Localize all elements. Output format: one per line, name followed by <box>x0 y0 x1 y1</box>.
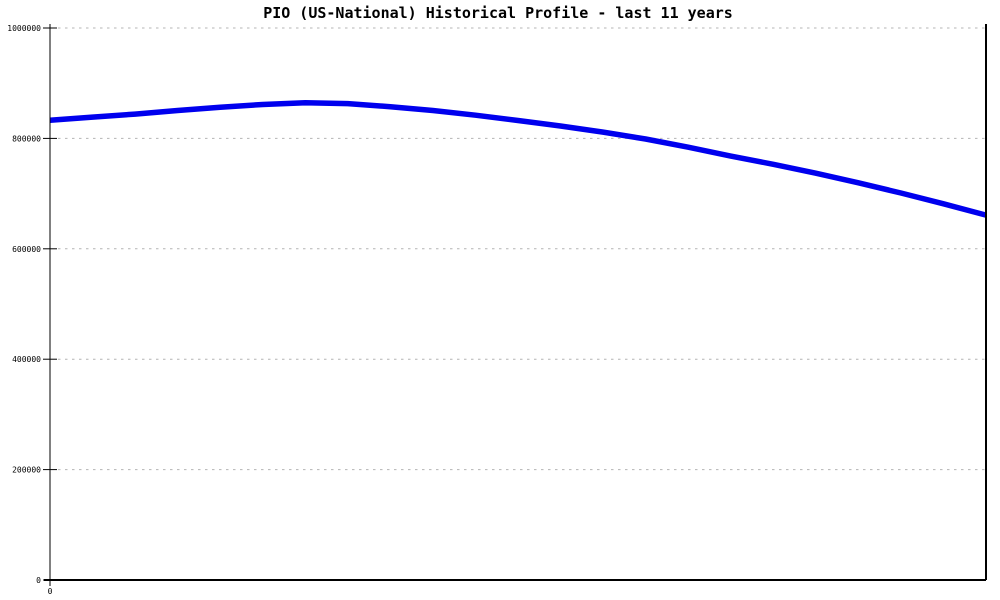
series-line <box>49 100 987 218</box>
y-tick-label: 1000000 <box>7 24 41 33</box>
chart-title: PIO (US-National) Historical Profile - l… <box>263 4 733 22</box>
y-tick-label: 0 <box>36 576 41 585</box>
x-tick-label: 0 <box>48 587 53 596</box>
y-tick-label: 200000 <box>12 466 41 475</box>
y-tick-label: 600000 <box>12 245 41 254</box>
y-tick-label: 400000 <box>12 355 41 364</box>
y-tick-label: 800000 <box>12 134 41 143</box>
